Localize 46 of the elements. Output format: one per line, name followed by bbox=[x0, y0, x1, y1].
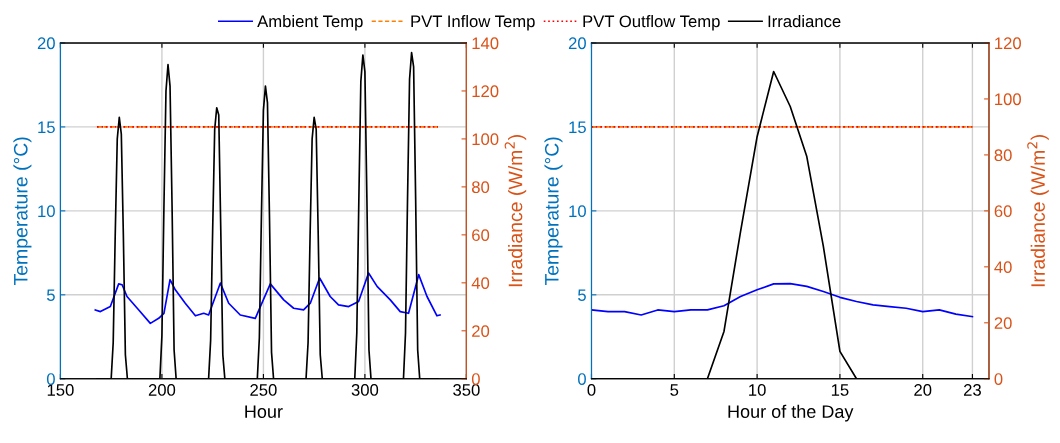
y-tick-label: 0 bbox=[46, 373, 55, 385]
x-tick-label: 23 bbox=[963, 384, 981, 396]
y2-tick-label: 0 bbox=[471, 373, 480, 385]
y2-axis-title: Irradiance (W/m$^{2}$) bbox=[504, 135, 527, 287]
x-tick-label: 350 bbox=[453, 384, 480, 396]
y2-tick-label: 120 bbox=[995, 37, 1021, 50]
y2-tick-label: 80 bbox=[994, 149, 1012, 162]
y2-tick-label: 40 bbox=[471, 277, 490, 290]
y2-tick-label: 40 bbox=[994, 261, 1012, 274]
y2-tick-label: 100 bbox=[995, 93, 1021, 106]
y-tick-label: 15 bbox=[569, 121, 586, 134]
x-tick-label: 20 bbox=[914, 384, 932, 396]
x-tick-label: 15 bbox=[831, 384, 849, 396]
y2-axis-title: Irradiance (W/m$^{2}$) bbox=[1027, 135, 1049, 287]
x-tick-label: 5 bbox=[670, 384, 679, 396]
y-tick-label: 5 bbox=[578, 289, 586, 302]
y2-tick-label: 120 bbox=[472, 85, 499, 98]
y-tick-label: 5 bbox=[46, 289, 55, 302]
y2-tick-label: 60 bbox=[472, 229, 490, 242]
y-tick-label: 15 bbox=[38, 121, 55, 134]
y2-tick-label: 20 bbox=[994, 317, 1012, 329]
y2-tick-label: 80 bbox=[471, 181, 490, 194]
legend-label: Ambient Temp bbox=[257, 15, 363, 31]
y-axis-title: Temperature (°C) bbox=[13, 137, 32, 286]
legend-label: Irradiance bbox=[768, 15, 841, 28]
y-axis-title: Temperature (°C) bbox=[544, 137, 563, 286]
y-tick-label: 10 bbox=[38, 205, 55, 218]
y-tick-label: 20 bbox=[568, 37, 586, 50]
x-tick-label: 0 bbox=[587, 384, 596, 396]
y2-tick-label: 140 bbox=[472, 37, 499, 50]
x-tick-label: 300 bbox=[351, 384, 379, 396]
y2-tick-label: 100 bbox=[472, 133, 499, 146]
x-axis-title: Hour of the Day bbox=[728, 404, 854, 422]
x-tick-label: 150 bbox=[47, 384, 74, 396]
x-tick-label: 10 bbox=[749, 384, 766, 396]
y2-tick-label: 60 bbox=[994, 205, 1012, 218]
y-tick-label: 10 bbox=[569, 205, 586, 218]
y2-tick-label: 0 bbox=[994, 373, 1003, 385]
y-tick-label: 20 bbox=[37, 37, 55, 50]
y2-tick-label: 20 bbox=[472, 325, 490, 337]
legend-label: PVT Inflow Temp bbox=[411, 15, 535, 31]
x-axis-title: Hour bbox=[245, 405, 283, 418]
x-tick-label: 200 bbox=[148, 384, 176, 396]
y-tick-label: 0 bbox=[578, 373, 586, 385]
x-tick-label: 250 bbox=[250, 384, 277, 396]
legend-label: PVT Outflow Temp bbox=[583, 15, 720, 31]
